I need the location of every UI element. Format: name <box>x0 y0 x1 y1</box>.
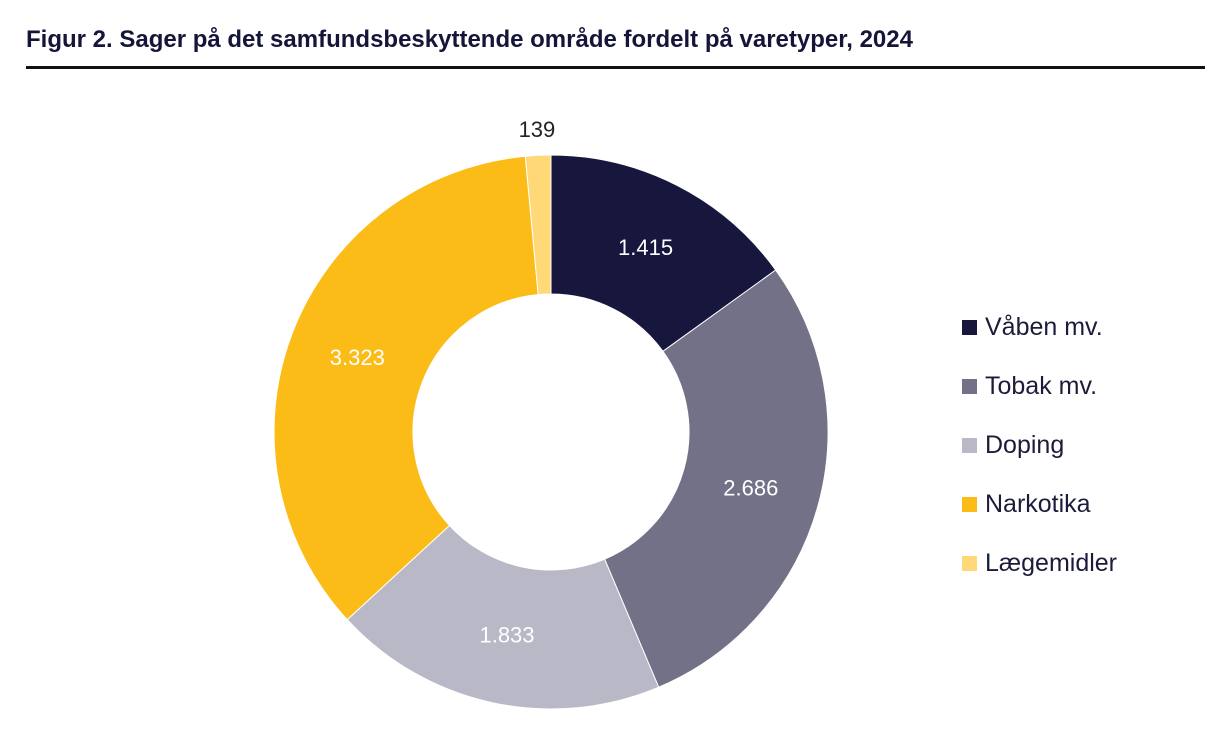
data-label-doping: 1.833 <box>479 622 534 647</box>
legend-label: Narkotika <box>985 490 1091 518</box>
legend-item-vaben-mv: Våben mv. <box>962 298 1117 357</box>
title-divider <box>26 66 1205 69</box>
legend-label: Doping <box>985 431 1065 459</box>
legend-swatch <box>962 497 977 512</box>
slice-vaben-mv <box>550 154 777 353</box>
data-label-narkotika: 3.323 <box>330 345 385 370</box>
legend-label: Tobak mv. <box>985 372 1098 400</box>
legend-swatch <box>962 438 977 453</box>
chart-legend: Våben mv. Tobak mv. Doping Narkotika Lægemid… <box>962 298 1117 593</box>
data-label-tobak-mv: 2.686 <box>723 476 778 501</box>
chart-title: Figur 2. Sager på det samfundsbeskyttend… <box>26 26 913 53</box>
legend-label: Våben mv. <box>985 313 1103 341</box>
legend-swatch <box>962 320 977 335</box>
slice-laegemidler <box>524 154 552 296</box>
legend-swatch <box>962 379 977 394</box>
legend-item-doping: Doping <box>962 416 1117 475</box>
data-label-laegemidler: 139 <box>519 117 556 142</box>
legend-swatch <box>962 556 977 571</box>
data-label-vaben-mv: 1.415 <box>618 235 673 260</box>
slice-doping <box>346 524 660 710</box>
legend-item-laegemidler: Lægemidler <box>962 534 1117 593</box>
legend-label: Lægemidler <box>985 549 1118 577</box>
slice-narkotika <box>273 155 539 621</box>
legend-item-narkotika: Narkotika <box>962 475 1117 534</box>
slice-tobak-mv <box>603 269 829 688</box>
legend-item-tobak-mv: Tobak mv. <box>962 357 1117 416</box>
